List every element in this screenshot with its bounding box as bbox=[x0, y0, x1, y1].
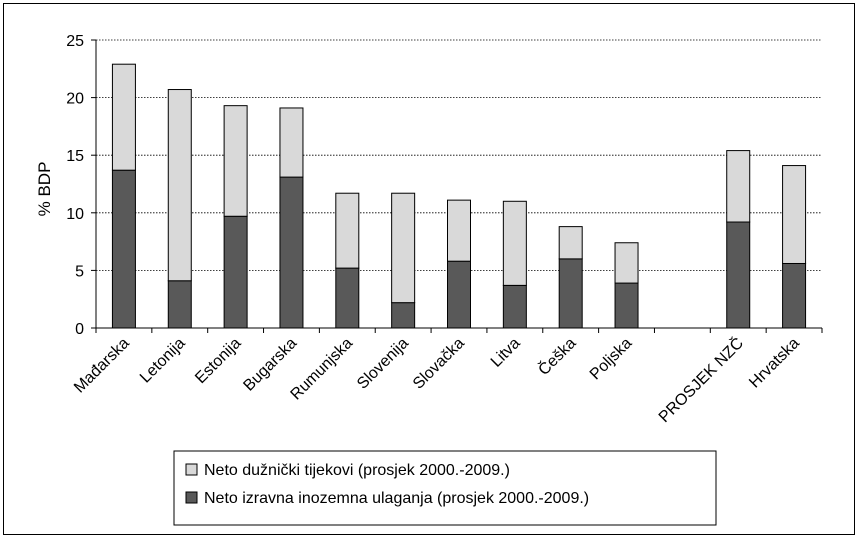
y-tick-label-25: 25 bbox=[66, 33, 84, 50]
bar-fdi-2 bbox=[223, 215, 248, 329]
axes bbox=[91, 39, 823, 333]
x-category-label-0: Mađarska bbox=[71, 335, 133, 397]
x-category-label-9: Poljska bbox=[587, 335, 636, 384]
x-category-label-12: Hrvatska bbox=[746, 335, 803, 392]
bar-fdi-9 bbox=[614, 282, 639, 329]
bar-debt-2 bbox=[223, 105, 248, 217]
x-category-label-11: PROSJEK NZČ bbox=[654, 333, 747, 426]
bar-fdi-1 bbox=[167, 280, 192, 329]
bar-debt-5 bbox=[391, 192, 416, 304]
bar-debt-8 bbox=[558, 226, 583, 260]
x-category-label-2: Estonija bbox=[192, 335, 244, 387]
x-category-labels: Mađarska Letonija EstonijaBugarskaRumunjsk… bbox=[71, 333, 803, 426]
bar-debt-4 bbox=[335, 192, 360, 269]
y-tick-label-20: 20 bbox=[66, 91, 84, 108]
legend-swatch-1 bbox=[185, 463, 198, 476]
bar-debt-3 bbox=[279, 107, 304, 178]
legend-label-1: Neto dužnički tijekovi (prosjek 2000.-20… bbox=[204, 462, 510, 479]
legend-box bbox=[173, 450, 717, 526]
x-category-label-8: Češka bbox=[534, 333, 580, 379]
stacked-bar-chart: 0 5 10 15 20 25 Mađarska Letonija EstonijaBugar… bbox=[35, 33, 823, 526]
x-category-label-7: Litva bbox=[488, 335, 524, 371]
bar-fdi-5 bbox=[391, 302, 416, 329]
bar-fdi-0 bbox=[111, 169, 136, 329]
y-tick-labels: 0 5 10 15 20 25 bbox=[66, 33, 84, 338]
y-tick-label-15: 15 bbox=[66, 148, 84, 165]
bar-debt-12 bbox=[782, 165, 807, 264]
bar-debt-1 bbox=[167, 89, 192, 282]
y-tick-label-5: 5 bbox=[75, 263, 84, 280]
bar-fdi-8 bbox=[558, 258, 583, 329]
x-category-label-1: Letonija bbox=[137, 335, 189, 387]
x-category-label-6: Slovačka bbox=[410, 335, 468, 393]
bar-fdi-7 bbox=[502, 284, 527, 329]
bar-debt-11 bbox=[726, 150, 751, 223]
bar-debt-7 bbox=[502, 200, 527, 286]
bar-debt-9 bbox=[614, 242, 639, 284]
legend-label-0: Neto izravna inozemna ulaganja (prosjek … bbox=[204, 490, 589, 507]
legend: Neto dužnički tijekovi (prosjek 2000.-20… bbox=[173, 450, 717, 526]
y-tick-label-0: 0 bbox=[75, 321, 84, 338]
bars bbox=[111, 63, 807, 329]
bar-fdi-12 bbox=[782, 262, 807, 329]
x-category-label-3: Bugarska bbox=[240, 335, 300, 395]
y-tick-label-10: 10 bbox=[66, 206, 84, 223]
bar-fdi-3 bbox=[279, 176, 304, 329]
x-category-label-5: Slovenija bbox=[354, 335, 412, 393]
bar-fdi-4 bbox=[335, 267, 360, 329]
bar-fdi-6 bbox=[447, 260, 471, 329]
bar-debt-0 bbox=[111, 63, 136, 171]
bar-fdi-11 bbox=[726, 221, 751, 329]
legend-swatch-0 bbox=[185, 491, 198, 504]
y-axis-title: % BDP bbox=[35, 162, 54, 217]
chart-frame: 0 5 10 15 20 25 Mađarska Letonija Estonija Bugar… bbox=[3, 3, 855, 535]
bar-debt-6 bbox=[447, 199, 471, 262]
